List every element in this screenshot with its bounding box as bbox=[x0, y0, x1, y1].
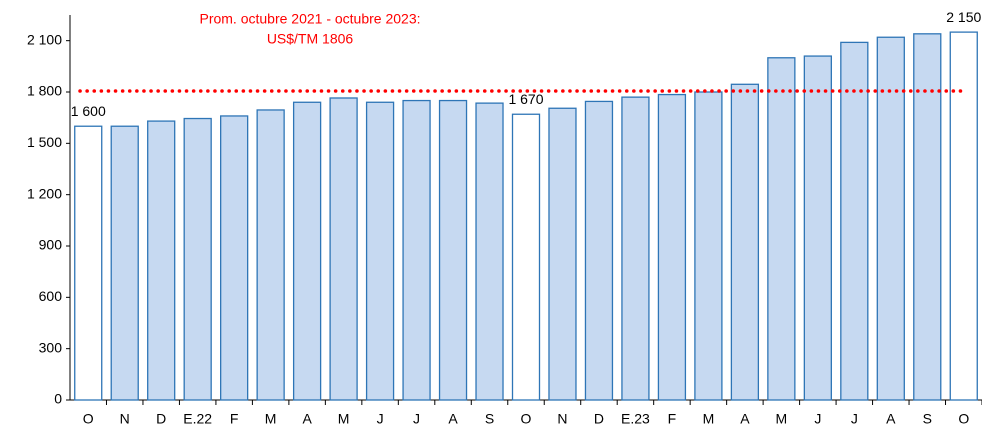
x-tick-label: F bbox=[230, 411, 239, 427]
y-tick-label: 900 bbox=[39, 237, 63, 253]
x-tick-label: M bbox=[338, 411, 350, 427]
x-tick-label: M bbox=[776, 411, 788, 427]
bar bbox=[913, 33, 942, 401]
x-tick-label: F bbox=[668, 411, 677, 427]
annotation-line-2: US$/TM 1806 bbox=[267, 31, 354, 47]
bar bbox=[475, 102, 504, 401]
x-tick-label: M bbox=[265, 411, 277, 427]
data-label: 1 600 bbox=[71, 103, 106, 119]
x-tick-label: D bbox=[156, 411, 166, 427]
y-tick-label: 300 bbox=[39, 339, 63, 355]
bar bbox=[438, 99, 468, 401]
y-tick-label: 600 bbox=[39, 288, 63, 304]
x-tick-label: E.23 bbox=[621, 411, 650, 427]
bar bbox=[876, 36, 905, 401]
bar bbox=[110, 125, 139, 401]
y-tick-label: 1 800 bbox=[27, 83, 62, 99]
y-tick-label: 1 500 bbox=[27, 134, 62, 150]
x-tick-label: E.22 bbox=[183, 411, 212, 427]
x-tick-label: S bbox=[485, 411, 494, 427]
bar bbox=[694, 91, 723, 401]
x-tick-label: O bbox=[83, 411, 94, 427]
x-tick-label: J bbox=[851, 411, 858, 427]
bar bbox=[511, 113, 541, 401]
x-tick-label: J bbox=[377, 411, 384, 427]
bar bbox=[657, 93, 687, 401]
x-tick-label: N bbox=[557, 411, 567, 427]
x-tick-label: O bbox=[958, 411, 969, 427]
bar bbox=[621, 96, 650, 401]
x-tick-label: A bbox=[886, 411, 896, 427]
bar bbox=[949, 31, 978, 401]
x-tick-label: J bbox=[413, 411, 420, 427]
data-label: 1 670 bbox=[508, 91, 543, 107]
x-tick-label: A bbox=[448, 411, 458, 427]
bar bbox=[147, 120, 176, 401]
bar bbox=[256, 109, 285, 401]
y-tick-label: 1 200 bbox=[27, 185, 62, 201]
bar bbox=[183, 117, 212, 401]
y-tick-label: 2 100 bbox=[27, 31, 62, 47]
x-tick-label: A bbox=[740, 411, 750, 427]
x-tick-label: M bbox=[703, 411, 715, 427]
data-label: 2 150 bbox=[946, 9, 981, 25]
annotation-line-1: Prom. octubre 2021 - octubre 2023: bbox=[199, 11, 420, 27]
x-tick-label: J bbox=[814, 411, 821, 427]
bar bbox=[803, 55, 832, 401]
x-tick-label: A bbox=[302, 411, 312, 427]
y-tick-label: 0 bbox=[54, 391, 62, 407]
bar bbox=[730, 83, 760, 401]
x-tick-label: O bbox=[521, 411, 532, 427]
bar bbox=[840, 41, 869, 401]
bar bbox=[74, 125, 103, 401]
bar bbox=[292, 101, 322, 401]
bar bbox=[329, 97, 358, 401]
bar bbox=[548, 107, 577, 401]
bar bbox=[584, 100, 614, 401]
bar bbox=[220, 115, 249, 401]
bar bbox=[767, 57, 796, 401]
x-tick-label: N bbox=[120, 411, 130, 427]
x-tick-label: S bbox=[923, 411, 932, 427]
bar bbox=[402, 99, 431, 401]
bar bbox=[365, 101, 395, 401]
x-tick-label: D bbox=[594, 411, 604, 427]
